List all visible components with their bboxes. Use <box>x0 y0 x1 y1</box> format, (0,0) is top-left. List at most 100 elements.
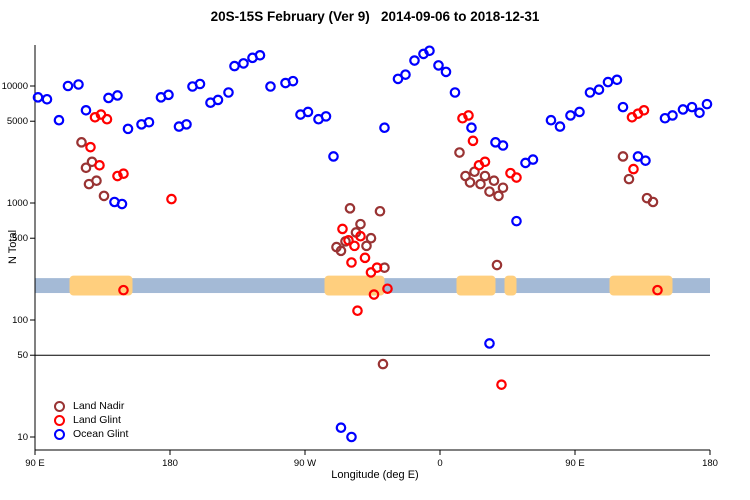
map-band-land <box>324 275 385 296</box>
land-glint-point <box>94 160 105 171</box>
land-glint-marker-icon <box>54 414 65 426</box>
ocean-glint-point <box>409 55 420 66</box>
land-glint-point <box>371 262 383 273</box>
y-tick-label: 500 <box>12 233 28 244</box>
land-glint-point <box>112 170 123 182</box>
ocean-glint-point <box>392 73 404 85</box>
ocean-glint-point <box>511 215 522 227</box>
map-band-land <box>609 275 673 296</box>
land-glint-point <box>638 104 650 116</box>
land-nadir-point <box>484 186 495 197</box>
ocean-glint-point <box>194 78 206 90</box>
y-tick-label: 10000 <box>2 81 28 92</box>
ocean-glint-point <box>584 87 596 98</box>
ocean-glint-point <box>667 110 678 121</box>
y-tick-label: 1000 <box>7 198 28 209</box>
ocean-glint-marker-icon <box>54 428 65 440</box>
ocean-glint-point <box>122 123 134 135</box>
land-nadir-point <box>623 173 635 185</box>
ocean-glint-point <box>223 87 234 98</box>
land-nadir-point <box>475 178 486 190</box>
land-glint-point <box>355 230 366 242</box>
legend: Land Nadir Land Glint Ocean Glint <box>54 399 128 441</box>
land-nadir-point <box>617 151 629 162</box>
ocean-glint-point <box>484 338 495 349</box>
land-glint-point <box>343 234 354 246</box>
land-glint-point <box>628 163 639 175</box>
land-glint-point <box>359 252 371 264</box>
land-nadir-point <box>377 358 389 370</box>
ocean-glint-point <box>602 76 614 88</box>
ocean-glint-point <box>466 122 477 134</box>
ocean-glint-point <box>701 98 713 110</box>
ocean-glint-point <box>617 101 629 113</box>
land-nadir-point <box>355 218 366 230</box>
chart-title: 20S-15S February (Ver 9) 2014-09-06 to 2… <box>210 9 540 24</box>
ocean-glint-point <box>212 94 224 106</box>
ocean-glint-point <box>265 81 276 92</box>
ocean-glint-point <box>593 84 605 95</box>
map-band-land <box>69 275 133 296</box>
land-nadir-point <box>488 175 500 187</box>
land-glint-point <box>382 283 393 295</box>
x-tick-label: 180 <box>162 458 178 469</box>
ocean-glint-point <box>238 58 249 69</box>
land-nadir-point <box>464 177 476 188</box>
ocean-glint-point <box>640 155 651 166</box>
ocean-glint-point <box>116 198 128 210</box>
land-nadir-point <box>493 190 504 202</box>
ocean-glint-point <box>611 74 623 86</box>
x-tick-label: 90 W <box>294 458 316 469</box>
ocean-glint-point <box>302 106 314 118</box>
land-glint-point <box>118 284 129 296</box>
ocean-glint-point <box>287 75 299 87</box>
ocean-glint-point <box>400 69 411 80</box>
land-nadir-point <box>374 205 386 217</box>
ocean-glint-point <box>112 90 123 101</box>
legend-label: Land Glint <box>73 414 121 426</box>
ocean-glint-point <box>545 114 557 126</box>
ocean-glint-point <box>424 45 435 57</box>
map-band-land <box>456 275 496 296</box>
ocean-glint-point <box>80 104 92 116</box>
land-glint-point <box>101 113 113 125</box>
land-glint-point <box>166 193 177 205</box>
land-nadir-marker-icon <box>54 400 65 412</box>
land-nadir-point <box>479 170 491 182</box>
land-glint-point <box>511 172 522 183</box>
ocean-glint-point <box>328 151 339 162</box>
land-glint-point <box>85 141 96 153</box>
land-glint-point <box>352 305 363 317</box>
ocean-glint-point <box>103 92 114 104</box>
land-nadir-point <box>344 203 356 214</box>
y-tick-label: 10 <box>17 432 28 443</box>
ocean-glint-point <box>143 116 155 128</box>
legend-item-ocean-glint: Ocean Glint <box>54 427 128 441</box>
land-glint-point <box>118 168 129 180</box>
legend-label: Ocean Glint <box>73 428 129 440</box>
ocean-glint-point <box>346 431 357 443</box>
land-glint-point <box>479 156 491 168</box>
ocean-glint-point <box>229 60 240 72</box>
ocean-glint-point <box>62 80 74 92</box>
land-nadir-point <box>335 245 347 257</box>
land-nadir-point <box>497 182 509 194</box>
land-glint-point <box>349 240 360 252</box>
y-tick-label: 50 <box>17 350 28 361</box>
land-glint-point <box>368 289 380 300</box>
y-axis-label: N Total <box>7 229 19 265</box>
land-nadir-point <box>361 240 372 252</box>
land-glint-point <box>346 257 357 268</box>
land-nadir-point <box>491 259 503 271</box>
x-tick-label: 180 <box>702 458 718 469</box>
ocean-glint-point <box>53 114 65 126</box>
ocean-glint-point <box>335 422 347 434</box>
ocean-glint-point <box>449 87 461 98</box>
map-band-land <box>504 275 517 296</box>
x-axis-label: Longitude (deg E) <box>331 469 419 481</box>
legend-item-land-glint: Land Glint <box>54 413 128 427</box>
land-nadir-point <box>91 175 102 187</box>
y-tick-label: 100 <box>12 315 28 326</box>
land-nadir-point <box>98 190 110 202</box>
